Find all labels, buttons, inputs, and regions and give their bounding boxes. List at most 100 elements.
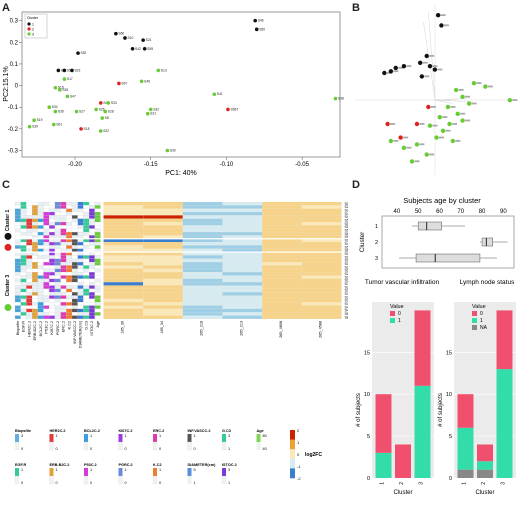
annotation-label: Biopsfile [16, 321, 20, 335]
tumor-x-tick: 1 [380, 482, 386, 485]
heatmap-cell [103, 228, 144, 233]
annotation-cell [26, 255, 33, 259]
annotation-cell [77, 225, 84, 229]
annotation-cell [54, 262, 61, 266]
heatmap-cell [143, 282, 183, 286]
legend-swatch [152, 441, 158, 451]
annotation-cell [66, 302, 73, 306]
heatmap-row-label: S27 [345, 272, 349, 276]
biplot-point-label [465, 95, 471, 98]
annotation-cell [66, 218, 73, 223]
heatmap-row-label: S23 [345, 209, 349, 213]
heatmap-cell [301, 215, 342, 219]
annotation-cell [77, 245, 84, 249]
annotation-cell [71, 305, 78, 309]
annotation-cell [77, 255, 84, 259]
heatmap-cell [182, 315, 223, 319]
annotation-cell [77, 208, 84, 213]
annotation-cell [32, 262, 38, 266]
cluster-side-label: Cluster 1 [5, 209, 11, 231]
legend-swatch [84, 434, 88, 442]
pca-point-label: S23 [74, 68, 80, 72]
annotation-cell [54, 208, 61, 213]
heatmap-cell [103, 278, 144, 283]
annotation-cell [14, 201, 21, 206]
heatmap-cell [103, 205, 144, 209]
annotation-cell [14, 285, 21, 289]
annotation-cell [77, 288, 84, 293]
annotation-cell [26, 315, 33, 319]
heatmap-cell [301, 305, 342, 309]
annotation-label: G.C3 [84, 321, 88, 330]
legend-block-title: PGRC.2 [119, 463, 133, 467]
heatmap-cell [262, 242, 302, 246]
heatmap-cell [143, 305, 183, 309]
biplot-point-label [432, 65, 438, 67]
annotation-cell [60, 245, 67, 249]
annotation-cell [89, 305, 95, 309]
annotation-cell [94, 312, 101, 316]
legend-block-title: EGF.R [15, 463, 26, 467]
annotation-cell [60, 215, 67, 219]
annotation-cell [83, 302, 90, 306]
lymph-legend-title: Value [472, 304, 486, 310]
biplot-point [414, 142, 420, 147]
heatmap-cell [222, 298, 263, 303]
legend-swatch [187, 476, 192, 484]
legend-block-tick: 0 [159, 481, 161, 485]
pca-point [156, 68, 161, 73]
lymph-bar-segment [477, 469, 493, 478]
heatmap-cell [222, 272, 263, 276]
heatmap-cell [222, 302, 263, 306]
annotation-cell [20, 201, 27, 206]
annotation-cell [66, 305, 73, 309]
biplot-point [427, 64, 433, 69]
annotation-cell [37, 205, 44, 209]
biplot-point-label [414, 160, 420, 163]
biplot-point [427, 123, 433, 128]
annotation-cell [94, 245, 101, 249]
annotation-cell [66, 258, 73, 263]
pca-point [94, 107, 98, 112]
annotation-cell [94, 295, 101, 299]
heatmap-cell [262, 265, 302, 269]
heatmap-col-label: 285_4808 [279, 321, 283, 338]
annotation-cell [26, 221, 33, 226]
heatmap-cell [222, 205, 263, 209]
annotation-cell [37, 225, 44, 229]
annotation-cell [20, 265, 27, 269]
annotation-cell [14, 262, 21, 266]
annotation-cell [37, 258, 44, 263]
annotation-cell [49, 205, 55, 209]
annotation-cell [83, 221, 90, 226]
biplot-arrow [423, 21, 436, 101]
annotation-cell [49, 201, 55, 206]
annotation-cell [37, 208, 44, 213]
annotation-cell [49, 218, 55, 223]
annotation-cell [20, 288, 27, 293]
annotation-cell [14, 245, 21, 249]
log2fc-color-scale: 2 1 0 -1 -2 log2FC [290, 428, 322, 481]
annotation-cell [20, 225, 27, 229]
annotation-cell [26, 205, 33, 209]
annotation-cell [71, 275, 78, 279]
annotation-cell [43, 262, 50, 266]
biplot-point-label [419, 123, 425, 125]
heatmap-cell [143, 262, 183, 266]
heatmap-col-label: 285_4588 [319, 321, 323, 338]
biplot-point-label [432, 124, 438, 127]
annotation-cell [77, 305, 84, 309]
annotation-cell [54, 245, 61, 249]
heatmap-cell [301, 282, 342, 286]
annotation-cell [26, 308, 33, 313]
annotation-cell [60, 272, 67, 276]
annotation-label: HER2C.2 [27, 321, 31, 337]
heatmap-cell [301, 258, 342, 263]
pca-point-label: S35 [62, 88, 68, 92]
annotation-cell [60, 228, 67, 233]
heatmap-row-label: S10 [345, 202, 349, 206]
biplot-point-label [443, 24, 449, 27]
heatmap-cell [182, 258, 223, 263]
annotation-label: BCL2C.2 [39, 321, 43, 336]
pca-point [212, 92, 217, 97]
